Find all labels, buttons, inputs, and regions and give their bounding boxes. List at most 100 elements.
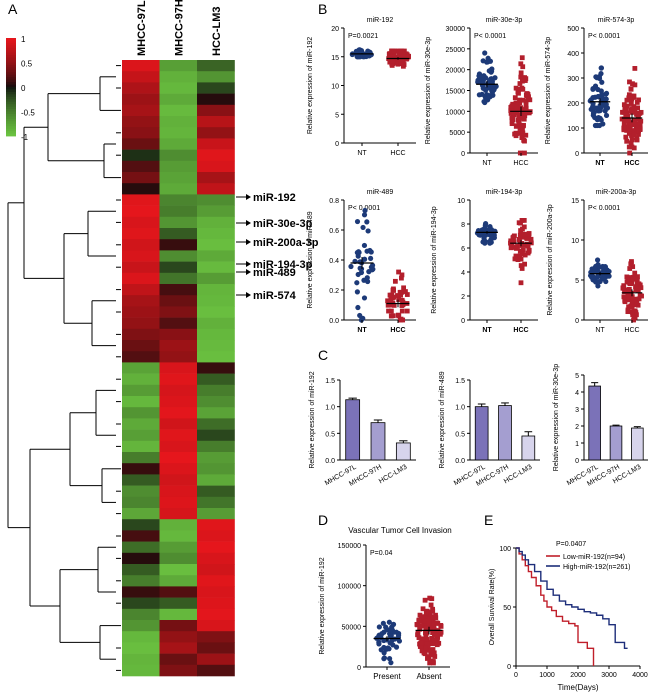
heatmap-cell bbox=[122, 362, 160, 374]
heatmap-cell bbox=[159, 340, 198, 352]
heatmap-cell bbox=[159, 295, 198, 307]
heatmap-cell bbox=[159, 172, 198, 184]
heatmap-cell bbox=[159, 205, 198, 218]
colorbar-segment bbox=[6, 111, 16, 115]
data-point bbox=[438, 629, 444, 635]
heatmap-cell bbox=[122, 295, 160, 307]
data-point bbox=[598, 117, 604, 123]
data-point bbox=[418, 644, 424, 649]
data-point bbox=[515, 87, 521, 92]
heatmap-mirna-label: miR-192 bbox=[253, 192, 296, 204]
panel-letter-a: A bbox=[8, 1, 18, 17]
data-point bbox=[634, 300, 640, 306]
data-point bbox=[481, 226, 487, 232]
data-point bbox=[590, 110, 597, 116]
y-tick-label: 300 bbox=[567, 76, 579, 83]
data-point bbox=[625, 293, 631, 299]
data-point bbox=[624, 279, 630, 285]
bar-chart: 0.0 0.5 1.0 1.5 Relative expression of miR-4… bbox=[439, 371, 540, 488]
y-axis-label: Relative expression of miR-192 bbox=[309, 371, 316, 468]
y-tick-label: 50 bbox=[503, 605, 511, 612]
data-point bbox=[428, 658, 434, 664]
survival-curve bbox=[516, 547, 628, 649]
y-tick-label: 400 bbox=[567, 51, 579, 58]
chart-title: miR-574-3p bbox=[598, 17, 635, 24]
heatmap-cell bbox=[122, 328, 160, 341]
x-tick-label: 2000 bbox=[570, 672, 586, 679]
heatmap-cell bbox=[197, 60, 235, 72]
data-point bbox=[523, 101, 529, 107]
data-point bbox=[594, 257, 601, 263]
y-tick-label: 1.0 bbox=[455, 405, 465, 412]
x-tick-label: HCC bbox=[513, 160, 528, 167]
heatmap-cell bbox=[197, 104, 235, 117]
heatmap-cell bbox=[197, 239, 235, 251]
heatmap-cell bbox=[197, 463, 235, 475]
y-axis-label: Relative expression of miR-489 bbox=[307, 211, 314, 308]
data-point bbox=[517, 81, 523, 86]
heatmap-cell bbox=[159, 317, 198, 330]
colorbar-segment bbox=[6, 99, 16, 103]
heatmap-cell bbox=[122, 138, 160, 150]
heatmap-cell bbox=[197, 608, 235, 621]
heatmap-cell bbox=[159, 541, 198, 554]
heatmap-cell bbox=[122, 496, 160, 509]
heatmap-cell bbox=[159, 239, 198, 251]
data-point bbox=[636, 97, 641, 103]
data-point bbox=[428, 602, 434, 608]
x-tick-label: 0 bbox=[514, 672, 518, 679]
data-point bbox=[596, 74, 602, 80]
y-tick-label: 5 bbox=[575, 373, 579, 380]
colorbar-segment bbox=[6, 87, 16, 90]
heatmap-cell bbox=[159, 149, 198, 162]
data-point bbox=[522, 150, 527, 156]
heatmap-cell bbox=[122, 149, 160, 162]
colorbar-segment bbox=[6, 40, 16, 44]
colorbar-segment bbox=[6, 47, 16, 51]
data-point bbox=[516, 119, 522, 125]
data-point bbox=[520, 97, 526, 103]
data-point bbox=[526, 247, 532, 253]
data-point bbox=[422, 597, 428, 603]
bar bbox=[474, 406, 489, 461]
data-point bbox=[388, 633, 394, 639]
data-point bbox=[629, 294, 635, 300]
data-point bbox=[597, 264, 603, 270]
data-point bbox=[387, 640, 393, 646]
y-tick-label: 0.8 bbox=[329, 198, 339, 205]
heatmap-cell bbox=[122, 541, 160, 554]
colorbar-segment bbox=[6, 62, 16, 66]
survival-curve bbox=[516, 547, 595, 666]
heatmap-cell bbox=[122, 631, 160, 643]
data-point bbox=[362, 207, 368, 214]
y-tick-label: 6 bbox=[461, 246, 465, 253]
heatmap-cell bbox=[197, 205, 235, 218]
data-point bbox=[514, 104, 519, 110]
chart-title: miR-489 bbox=[367, 189, 394, 196]
data-point bbox=[590, 94, 596, 101]
scatter-plot-mir-192: 0 5 10 15 20 miR-192 P=0.0021 Relative expressi… bbox=[307, 17, 416, 157]
data-point bbox=[626, 297, 631, 303]
y-tick-label: 20000 bbox=[446, 68, 466, 75]
data-point bbox=[521, 231, 527, 237]
heatmap-cell bbox=[159, 93, 198, 106]
data-point bbox=[639, 293, 644, 299]
heatmap-cell bbox=[122, 71, 160, 83]
data-point bbox=[628, 101, 634, 106]
heatmap-cell bbox=[122, 160, 160, 173]
p-value-label: P=0.0021 bbox=[348, 33, 378, 40]
heatmap-cell bbox=[197, 351, 235, 363]
bar bbox=[345, 399, 361, 461]
heatmap-cell bbox=[122, 440, 160, 453]
data-point bbox=[518, 61, 524, 67]
heatmap-cell bbox=[197, 116, 235, 128]
heatmap-cell bbox=[159, 597, 198, 610]
data-point bbox=[398, 316, 404, 322]
data-point bbox=[590, 85, 596, 92]
label-arrow-head bbox=[246, 292, 251, 298]
data-point bbox=[427, 625, 433, 631]
data-point bbox=[430, 622, 436, 628]
data-point bbox=[354, 218, 361, 225]
data-point bbox=[355, 304, 361, 311]
data-point bbox=[634, 137, 640, 143]
